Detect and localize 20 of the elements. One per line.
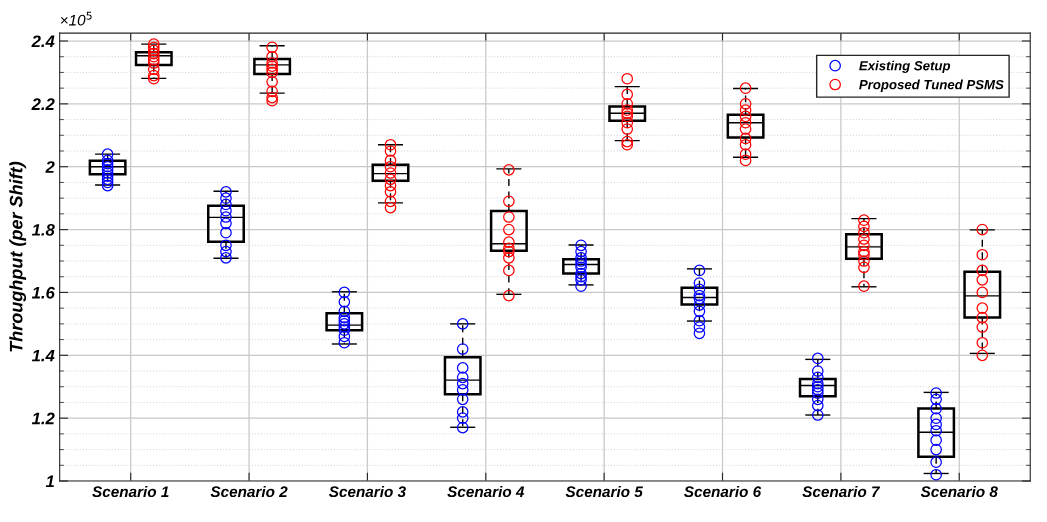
x-tick-label: Scenario 8 — [920, 485, 998, 498]
y-tick-label: 1.2 — [31, 412, 55, 425]
legend-label: Proposed Tuned PSMS — [859, 79, 1004, 92]
legend-label: Existing Setup — [859, 60, 951, 73]
x-tick-label: Scenario 4 — [447, 485, 525, 498]
x-tick-label: Scenario 5 — [565, 485, 643, 498]
y-tick-label: 1 — [45, 475, 54, 488]
x-tick-label: Scenario 1 — [92, 485, 169, 498]
y-tick-label: 2.2 — [31, 98, 55, 110]
x-tick-label: Scenario 3 — [328, 485, 406, 498]
x-tick-label: Scenario 6 — [684, 485, 762, 498]
y-tick-label: 1.8 — [31, 223, 55, 236]
x-tick-label: Scenario 2 — [210, 485, 288, 498]
y-tick-label: 1.6 — [31, 286, 55, 299]
y-tick-label: 1.4 — [31, 349, 55, 362]
y-tick-label: 2.4 — [31, 35, 55, 48]
y-tick-label: 2 — [45, 161, 55, 173]
x-tick-label: Scenario 7 — [802, 485, 881, 498]
text: ×10$^{5}$ — [60, 11, 92, 26]
y-axis-title: Throughput (per Shift) — [9, 161, 27, 352]
